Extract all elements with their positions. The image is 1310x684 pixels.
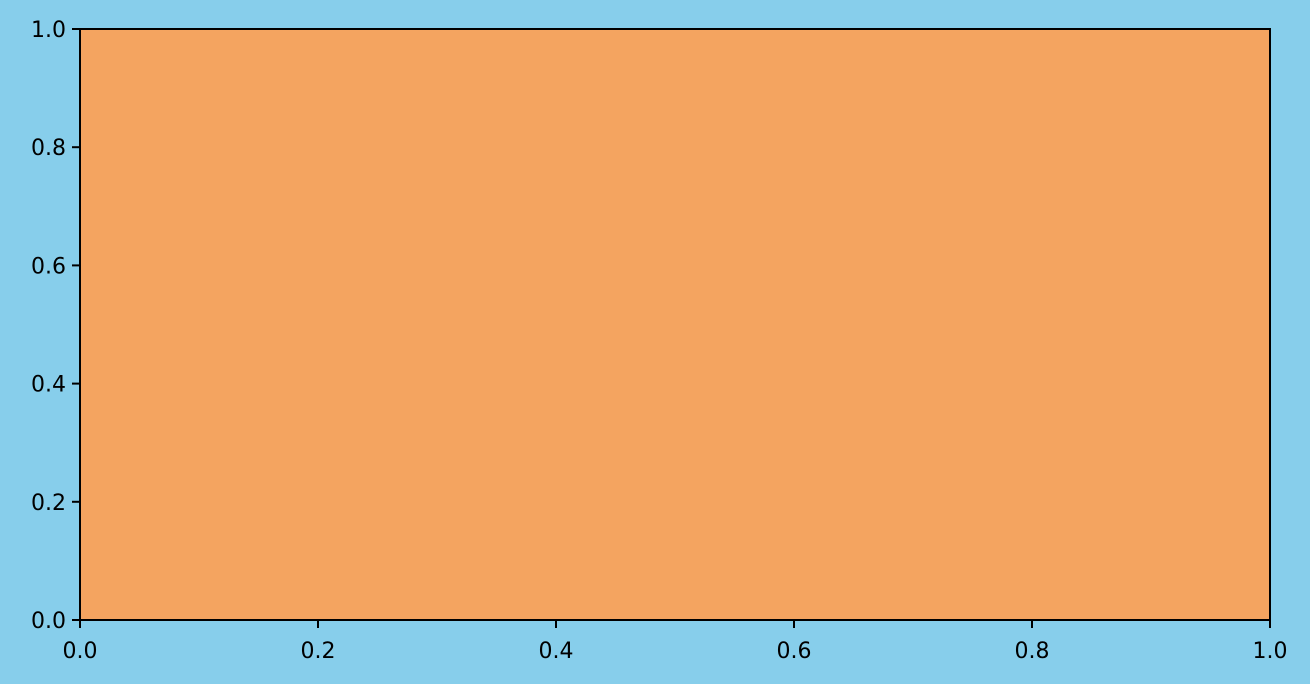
x-axis-ticks: 0.0 0.2 0.4 0.6 0.8 1.0 xyxy=(63,620,1288,664)
x-tick-label: 0.4 xyxy=(539,639,574,664)
plot-frame xyxy=(79,28,1271,621)
x-tick-label: 0.2 xyxy=(301,639,336,664)
x-tick-label: 0.8 xyxy=(1015,639,1050,664)
y-tick-label: 0.6 xyxy=(31,254,66,279)
x-tick-label: 0.6 xyxy=(777,639,812,664)
y-axis-ticks: 0.0 0.2 0.4 0.6 0.8 1.0 xyxy=(31,18,80,634)
y-tick-label: 0.2 xyxy=(31,491,66,516)
y-tick-label: 0.8 xyxy=(31,136,66,161)
x-tick-label: 0.0 xyxy=(63,639,98,664)
x-tick-label: 1.0 xyxy=(1253,639,1288,664)
y-tick-label: 1.0 xyxy=(31,18,66,43)
plot-area xyxy=(80,29,1270,620)
y-tick-label: 0.0 xyxy=(31,609,66,634)
y-tick-label: 0.4 xyxy=(31,373,66,398)
